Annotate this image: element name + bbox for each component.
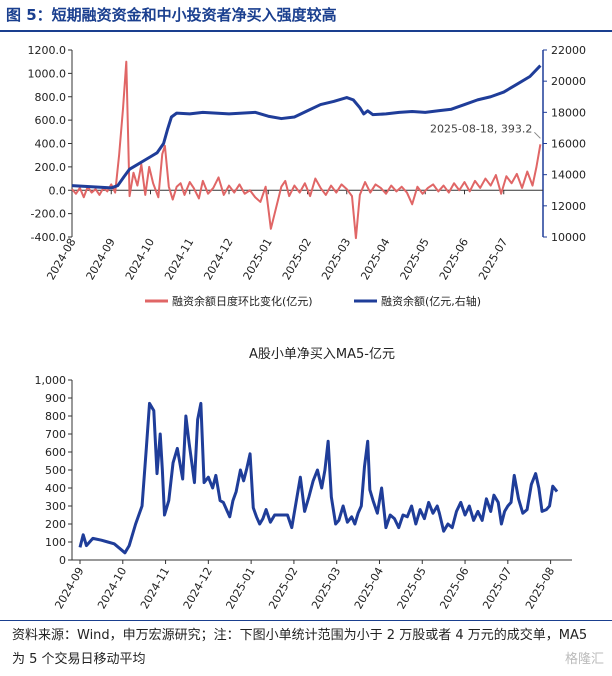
x-tick-label: 2024-11 [138, 565, 172, 611]
legend-label-balance: 融资余额(亿元,右轴) [381, 294, 481, 308]
x-tick-label: 2025-02 [266, 565, 300, 611]
left-tick-label: -400.0 [31, 231, 66, 244]
right-tick-label: 16000 [551, 138, 586, 151]
chart2-title: A股小单净买入MA5-亿元 [249, 347, 395, 362]
left-tick-label: -200.0 [31, 208, 66, 221]
right-tick-label: 22000 [551, 44, 586, 57]
left-tick-label: 400.0 [35, 138, 67, 151]
y-tick-label: 400 [45, 482, 66, 495]
y-tick-label: 0 [59, 554, 66, 567]
right-tick-label: 12000 [551, 200, 586, 213]
footer-divider [0, 620, 612, 621]
x-tick-label: 2025-07 [480, 565, 514, 611]
left-tick-label: 600.0 [35, 114, 67, 127]
chart2-labels: A股小单净买入MA5-亿元 0 100 200 300 400 500 600 700 800 90… [35, 347, 558, 611]
x-tick-label: 2024-10 [95, 565, 129, 611]
chart1-series [71, 60, 542, 240]
left-tick-label: 800.0 [35, 91, 67, 104]
left-tick-label: 200.0 [35, 161, 67, 174]
left-tick-label: 1200.0 [28, 44, 67, 57]
series-margin-change [71, 60, 542, 240]
annotation-leader [534, 131, 541, 139]
margin-chart: -400.0 -200.0 0.0 200.0 400.0 600.0 800.0 1000.… [28, 44, 587, 308]
right-tick-label: 14000 [551, 169, 586, 182]
y-tick-label: 800 [45, 410, 66, 423]
right-tick-label: 18000 [551, 106, 586, 119]
y-tick-label: 1,000 [35, 374, 67, 387]
x-tick-label: 2025-01 [223, 565, 257, 611]
x-tick-label: 2024-12 [181, 565, 215, 611]
chart2-axes [68, 379, 572, 564]
x-tick-label: 2025-06 [437, 565, 471, 611]
watermark-logo: 格隆汇 [564, 652, 604, 667]
x-tick-label: 2025-03 [309, 565, 343, 611]
source-note: 资料来源：Wind，申万宏源研究；注：下图小单统计范围为小于 2 万股或者 4 … [12, 628, 588, 667]
x-tick-label: 2025-05 [395, 565, 429, 611]
right-tick-label: 10000 [551, 231, 586, 244]
y-tick-label: 500 [45, 464, 66, 477]
small-order-chart: A股小单净买入MA5-亿元 0 100 200 300 400 500 600 700 800 90… [35, 347, 572, 611]
title-divider [0, 30, 612, 32]
chart2-series [78, 401, 559, 555]
series-margin-balance [71, 64, 542, 190]
figure-title: 图 5：短期融资资金和中小投资者净买入强度较高 [6, 6, 337, 24]
legend-label-change: 融资余额日度环比变化(亿元) [172, 294, 313, 308]
annotation-label: 2025-08-18, 393.2 [430, 122, 532, 135]
left-tick-label: 0.0 [49, 184, 67, 197]
y-tick-label: 200 [45, 518, 66, 531]
y-tick-label: 700 [45, 428, 66, 441]
y-tick-label: 100 [45, 536, 66, 549]
y-tick-label: 900 [45, 392, 66, 405]
x-tick-label: 2025-04 [352, 565, 386, 611]
right-tick-label: 20000 [551, 75, 586, 88]
series-small-order [78, 401, 559, 555]
left-tick-label: 1000.0 [28, 67, 67, 80]
x-tick-label: 2025-08 [523, 565, 557, 611]
y-tick-label: 600 [45, 446, 66, 459]
y-tick-label: 300 [45, 500, 66, 513]
x-tick-label: 2024-09 [52, 565, 86, 611]
